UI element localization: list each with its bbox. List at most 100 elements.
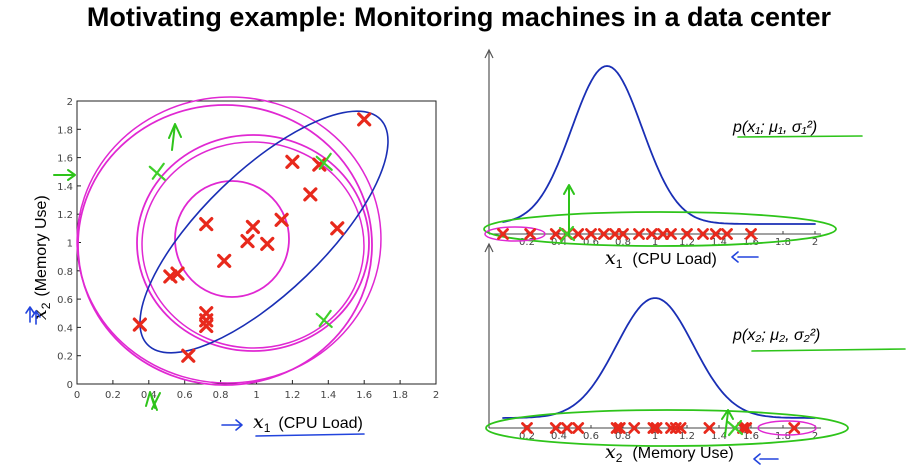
x-tick-label: 1 (652, 237, 658, 248)
anomaly-point (315, 309, 333, 329)
low-density-region (484, 226, 546, 242)
density-formula: p(x₁; μ₁, σ₁²) (732, 119, 817, 136)
green-arrow-mark (721, 409, 734, 437)
x-tick-label: 0.4 (551, 431, 567, 442)
sample-point (628, 422, 641, 434)
sample-point (610, 422, 623, 434)
low-density-region (757, 420, 817, 436)
sample-point (650, 422, 663, 434)
x-tick-label: 0.6 (177, 390, 193, 401)
sample-point (645, 228, 658, 240)
x-axis-label: x1 (CPU Load) (605, 247, 717, 271)
sample-point (597, 228, 610, 240)
data-point (163, 269, 178, 284)
x-tick-label: 0 (74, 390, 80, 401)
y-tick-label: 0.8 (57, 267, 73, 278)
y-tick-label: 1.2 (57, 210, 73, 221)
x-tick-label: 1 (253, 390, 259, 401)
x-tick-label: 1.2 (679, 237, 695, 248)
y-tick-label: 0.6 (57, 295, 73, 306)
y-tick-label: 1.4 (57, 182, 73, 193)
x-axis-label: x2 (Memory Use) (605, 441, 734, 465)
x-tick-label: 0.8 (615, 431, 631, 442)
sample-point (788, 422, 801, 434)
outer-contour-2 (76, 96, 382, 384)
middle-contour-2 (141, 141, 365, 349)
x-tick-label: 1.2 (679, 431, 695, 442)
sample-point (524, 228, 537, 240)
x-tick-label: 0.6 (583, 237, 599, 248)
y-tick-label: 0 (67, 380, 73, 391)
blue-arrow-mark (753, 453, 779, 465)
density-formula: p(x₂; μ₂, σ₂²) (732, 327, 820, 344)
sample-point (549, 422, 562, 434)
x-tick-label: 1.6 (356, 390, 372, 401)
green-underline-mark (751, 348, 906, 352)
x-tick-label: 0.6 (583, 431, 599, 442)
anomaly-point (558, 225, 576, 243)
x-tick-label: 0.2 (105, 390, 121, 401)
green-arrow-mark (563, 184, 575, 237)
x-tick-label: 1 (652, 431, 658, 442)
data-point (217, 253, 232, 268)
data-point (285, 154, 300, 169)
green-arrow-mark (145, 391, 161, 411)
data-point (303, 187, 318, 202)
sample-point (665, 228, 677, 240)
outer-contour (77, 104, 373, 386)
x-tick-label: 2 (433, 390, 439, 401)
data-point (170, 266, 185, 281)
middle-contour (136, 134, 370, 352)
x-tick-label: 1.4 (320, 390, 336, 401)
x-tick-label: 1.8 (775, 431, 791, 442)
x-tick-label: 0.2 (519, 237, 535, 248)
scatter-plot-frame (76, 100, 437, 385)
y-tick-label: 1.8 (57, 125, 73, 136)
sample-point (681, 228, 693, 240)
data-point (199, 318, 214, 334)
sample-point (740, 422, 753, 434)
x-tick-label: 1.4 (711, 431, 727, 442)
y-tick-label: 2 (67, 97, 73, 108)
sample-point (633, 228, 645, 240)
data-point (274, 212, 289, 227)
sample-point (609, 228, 621, 240)
y-tick-label: 0.4 (57, 323, 73, 334)
sample-point (572, 228, 585, 240)
sample-point (521, 422, 533, 434)
x-tick-label: 1.2 (284, 390, 300, 401)
correlated-gaussian-ellipse (139, 110, 389, 354)
green-enclosing-loop (485, 409, 849, 447)
data-point (132, 317, 147, 332)
sample-point (585, 228, 597, 240)
sample-point (497, 228, 509, 240)
data-point (199, 217, 214, 232)
x-axis-label: x1 (CPU Load) (253, 411, 363, 435)
sample-point (549, 228, 562, 240)
sample-point (709, 228, 722, 240)
data-point (260, 236, 275, 252)
sample-point (674, 422, 687, 434)
slide-title: Motivating example: Monitoring machines … (86, 2, 832, 32)
x-tick-label: 1.6 (743, 431, 759, 442)
sample-point (721, 228, 733, 240)
y-tick-label: 1 (67, 239, 73, 250)
sample-point (561, 422, 573, 434)
density-curve (502, 65, 816, 225)
anomaly-point (315, 152, 333, 171)
sample-point (745, 228, 757, 240)
blue-arrow-mark (25, 306, 41, 325)
data-point (181, 348, 196, 363)
x-tick-label: 1.6 (743, 237, 759, 248)
anomaly-point (148, 162, 166, 181)
sample-point (617, 228, 629, 240)
data-point (245, 219, 261, 235)
x-tick-label: 0.2 (519, 431, 535, 442)
blue-underline-mark (255, 433, 365, 437)
axis-arrowhead (484, 48, 494, 59)
sample-point (697, 228, 709, 240)
inner-contour (174, 180, 290, 298)
x-tick-label: 2 (812, 431, 818, 442)
green-arrow-mark (168, 123, 182, 151)
